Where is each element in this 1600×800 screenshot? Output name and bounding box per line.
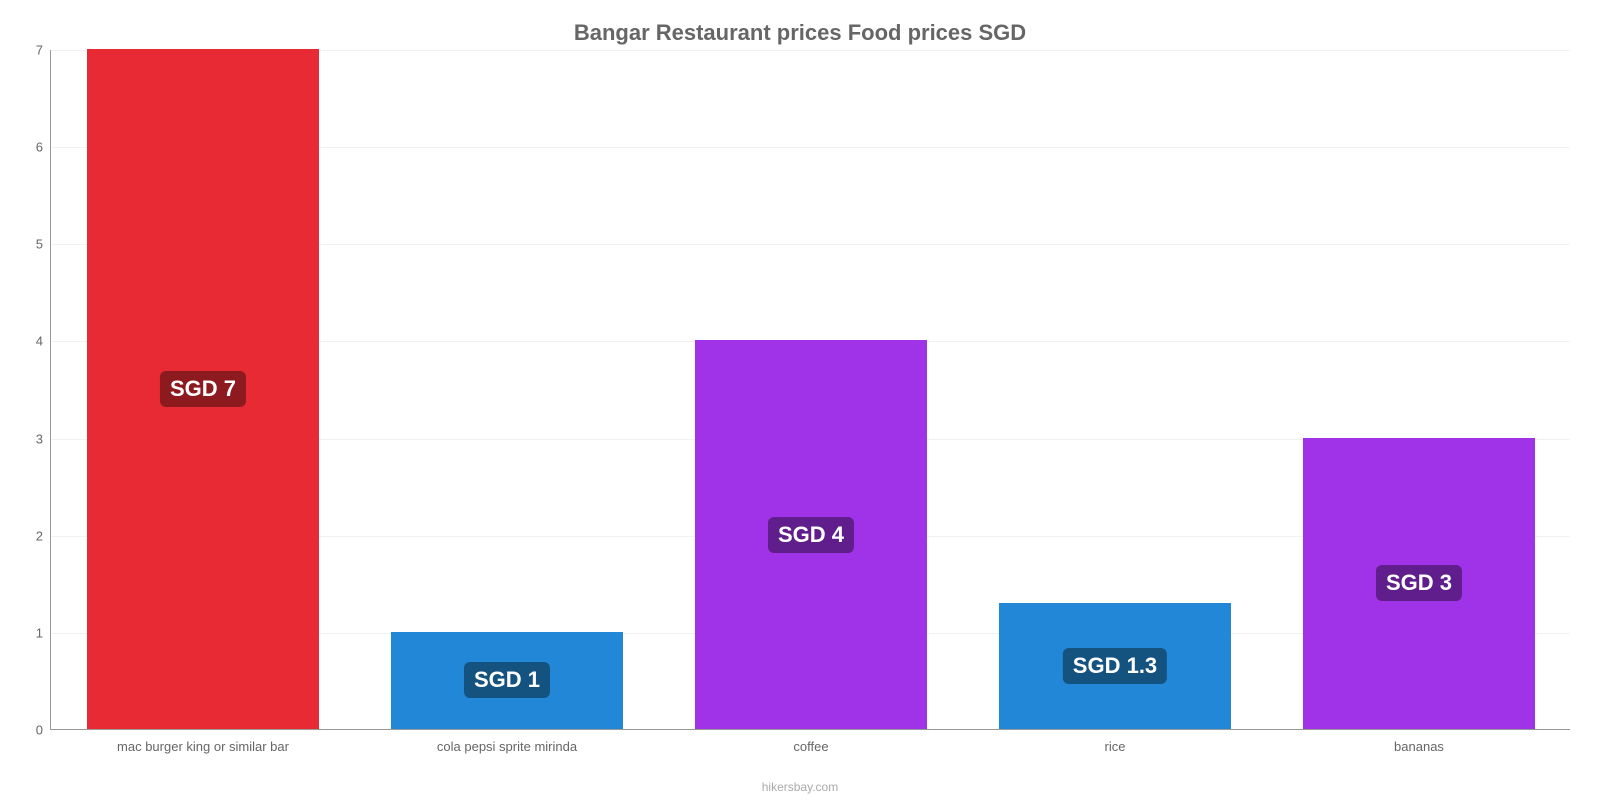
y-tick-label: 3: [36, 431, 51, 446]
x-tick-label: bananas: [1394, 739, 1444, 754]
value-badge: SGD 3: [1376, 565, 1462, 601]
y-tick-label: 7: [36, 43, 51, 58]
plot-area: 01234567 SGD 7SGD 1SGD 4SGD 1.3SGD 3 mac…: [50, 50, 1570, 730]
value-badge: SGD 7: [160, 371, 246, 407]
bar-chart-container: Bangar Restaurant prices Food prices SGD…: [0, 0, 1600, 800]
y-tick-label: 4: [36, 334, 51, 349]
value-badge: SGD 4: [768, 517, 854, 553]
bar: SGD 1: [391, 632, 622, 729]
x-tick-label: coffee: [793, 739, 828, 754]
y-tick-label: 2: [36, 528, 51, 543]
value-badge: SGD 1.3: [1063, 648, 1167, 684]
x-tick-label: rice: [1105, 739, 1126, 754]
bar: SGD 1.3: [999, 603, 1230, 729]
value-badge: SGD 1: [464, 662, 550, 698]
y-tick-label: 5: [36, 237, 51, 252]
chart-attribution: hikersbay.com: [0, 780, 1600, 794]
y-tick-label: 6: [36, 140, 51, 155]
x-tick-label: mac burger king or similar bar: [117, 739, 289, 754]
chart-title: Bangar Restaurant prices Food prices SGD: [0, 20, 1600, 46]
bar: SGD 3: [1303, 438, 1534, 729]
x-tick-label: cola pepsi sprite mirinda: [437, 739, 577, 754]
bar: SGD 4: [695, 340, 926, 729]
y-tick-label: 1: [36, 625, 51, 640]
bar: SGD 7: [87, 49, 318, 729]
bars-group: SGD 7 SGD 1 SGD 4 SGD 1.3 SGD 3: [51, 50, 1570, 729]
y-tick-label: 0: [36, 723, 51, 738]
